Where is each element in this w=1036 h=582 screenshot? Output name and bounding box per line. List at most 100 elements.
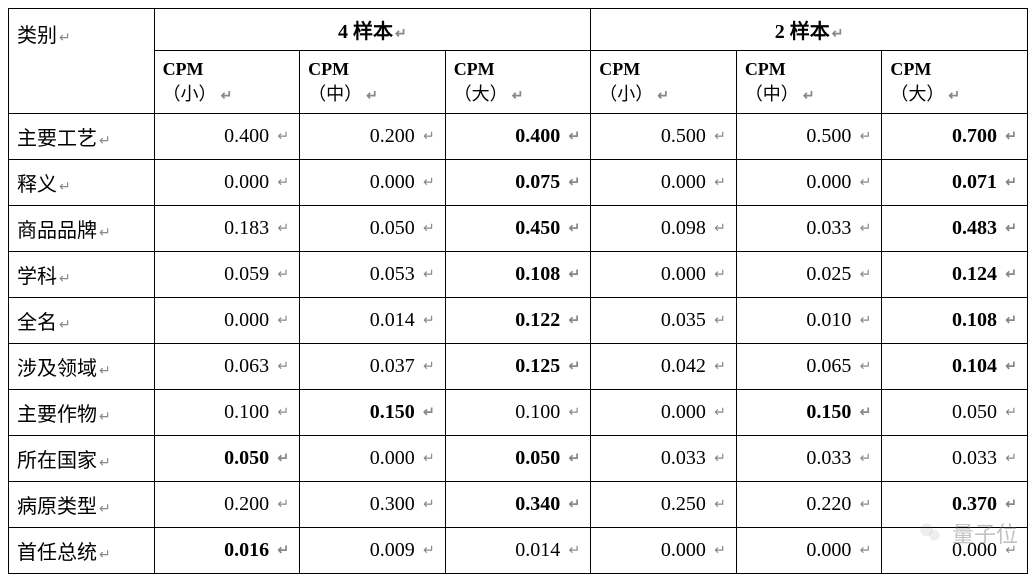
return-icon: ↵ — [1005, 404, 1017, 421]
group-label: 4 样本 — [338, 21, 393, 43]
cell-value: 0.000 — [224, 171, 269, 193]
return-icon: ↵ — [99, 410, 111, 425]
sub-column-title: CPM — [599, 59, 640, 79]
data-cell: 0.033↵ — [882, 436, 1028, 482]
table-row: 涉及领域↵0.063↵0.037↵0.125↵0.042↵0.065↵0.104… — [9, 344, 1028, 390]
data-cell: 0.100↵ — [154, 390, 300, 436]
data-cell: 0.100↵ — [445, 390, 591, 436]
cell-value: 0.000 — [224, 309, 269, 331]
cell-value: 0.450 — [515, 217, 560, 239]
data-cell: 0.000↵ — [300, 160, 446, 206]
return-icon: ↵ — [277, 128, 289, 145]
row-label: 主要作物↵ — [9, 390, 155, 436]
data-cell: 0.150↵ — [300, 390, 446, 436]
row-label: 全名↵ — [9, 298, 155, 344]
cell-value: 0.483 — [952, 217, 997, 239]
data-cell: 0.050↵ — [154, 436, 300, 482]
return-icon: ↵ — [512, 89, 524, 104]
row-label: 商品品牌↵ — [9, 206, 155, 252]
table-header-row-1: 类别↵ 4 样本↵ 2 样本↵ — [9, 9, 1028, 51]
cell-value: 0.220 — [806, 493, 851, 515]
data-cell: 0.075↵ — [445, 160, 591, 206]
table-row: 主要工艺↵0.400↵0.200↵0.400↵0.500↵0.500↵0.700… — [9, 114, 1028, 160]
return-icon: ↵ — [860, 450, 872, 467]
return-icon: ↵ — [277, 312, 289, 329]
return-icon: ↵ — [277, 542, 289, 559]
cell-value: 0.124 — [952, 263, 997, 285]
return-icon: ↵ — [277, 266, 289, 283]
data-cell: 0.050↵ — [445, 436, 591, 482]
data-cell: 0.250↵ — [591, 482, 737, 528]
cell-value: 0.000 — [661, 401, 706, 423]
data-cell: 0.200 ↵ — [154, 482, 300, 528]
sub-column-title: CPM — [308, 59, 349, 79]
group-header-2: 2 样本↵ — [591, 9, 1028, 51]
sub-column-size: （大） — [454, 84, 508, 104]
data-cell: 0.033↵ — [591, 436, 737, 482]
return-icon: ↵ — [423, 496, 435, 513]
data-cell: 0.500↵ — [591, 114, 737, 160]
cell-value: 0.033 — [952, 447, 997, 469]
return-icon: ↵ — [59, 318, 71, 333]
sub-column-header: CPM（大）↵ — [882, 51, 1028, 114]
return-icon: ↵ — [860, 358, 872, 375]
row-label-text: 病原类型 — [17, 496, 97, 518]
data-cell: 0.000↵ — [300, 436, 446, 482]
data-cell: 0.065 ↵ — [736, 344, 882, 390]
return-icon: ↵ — [569, 174, 581, 191]
sub-column-size: （小） — [163, 84, 217, 104]
cell-value: 0.037 — [370, 355, 415, 377]
sub-column-header: CPM（中）↵ — [736, 51, 882, 114]
return-icon: ↵ — [423, 542, 435, 559]
cell-value: 0.500 — [661, 125, 706, 147]
table-body: 主要工艺↵0.400↵0.200↵0.400↵0.500↵0.500↵0.700… — [9, 114, 1028, 574]
return-icon: ↵ — [569, 358, 581, 375]
table-head: 类别↵ 4 样本↵ 2 样本↵ CPM（小）↵CPM（中）↵CPM（大）↵CPM… — [9, 9, 1028, 114]
cell-value: 0.009 — [370, 539, 415, 561]
cell-value: 0.370 — [952, 493, 997, 515]
return-icon: ↵ — [569, 128, 581, 145]
return-icon: ↵ — [99, 134, 111, 149]
cell-value: 0.025 — [806, 263, 851, 285]
data-cell: 0.000 ↵ — [154, 298, 300, 344]
data-cell: 0.104↵ — [882, 344, 1028, 390]
cell-value: 0.100 — [224, 401, 269, 423]
return-icon: ↵ — [1005, 128, 1017, 145]
cell-value: 0.108 — [952, 309, 997, 331]
return-icon: ↵ — [657, 89, 669, 104]
row-label-text: 释义 — [17, 174, 57, 196]
cell-value: 0.250 — [661, 493, 706, 515]
row-label: 病原类型↵ — [9, 482, 155, 528]
data-cell: 0.340↵ — [445, 482, 591, 528]
return-icon: ↵ — [366, 89, 378, 104]
cell-value: 0.014 — [515, 539, 560, 561]
cell-value: 0.050 — [515, 447, 560, 469]
row-label-text: 涉及领域 — [17, 358, 97, 380]
cell-value: 0.400 — [515, 125, 560, 147]
data-cell: 0.059↵ — [154, 252, 300, 298]
return-icon: ↵ — [1005, 266, 1017, 283]
return-icon: ↵ — [277, 358, 289, 375]
cell-value: 0.050 — [370, 217, 415, 239]
data-cell: 0.183↵ — [154, 206, 300, 252]
return-icon: ↵ — [714, 174, 726, 191]
cell-value: 0.000 — [661, 539, 706, 561]
data-cell: 0.025↵ — [736, 252, 882, 298]
table-header-row-2: CPM（小）↵CPM（中）↵CPM（大）↵CPM（小）↵CPM（中）↵CPM（大… — [9, 51, 1028, 114]
cell-value: 0.010 — [806, 309, 851, 331]
cell-value: 0.200 — [224, 493, 269, 515]
cell-value: 0.300 — [370, 493, 415, 515]
return-icon: ↵ — [277, 496, 289, 513]
return-icon: ↵ — [423, 220, 435, 237]
row-label-text: 商品品牌 — [17, 220, 97, 242]
row-label: 学科↵ — [9, 252, 155, 298]
return-icon: ↵ — [59, 272, 71, 287]
sub-column-title: CPM — [163, 59, 204, 79]
return-icon: ↵ — [860, 542, 872, 559]
cell-value: 0.065 — [806, 355, 851, 377]
category-header: 类别↵ — [9, 9, 155, 114]
return-icon: ↵ — [221, 89, 233, 104]
return-icon: ↵ — [277, 174, 289, 191]
row-label-text: 主要工艺 — [17, 128, 97, 150]
cell-value: 0.071 — [952, 171, 997, 193]
